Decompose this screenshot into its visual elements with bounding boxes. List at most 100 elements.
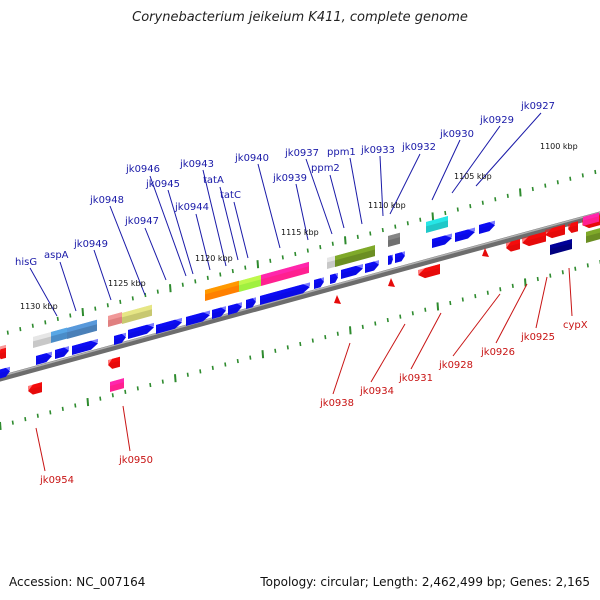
gene-label-jk0931[interactable]: jk0931	[398, 373, 433, 384]
gene-label-jk0947[interactable]: jk0947	[124, 216, 159, 227]
reverse-gene-arrow	[506, 239, 520, 252]
leader-line-top	[431, 139, 461, 201]
gene-label-aspA[interactable]: aspA	[44, 250, 69, 261]
reverse-gene-arrow-highlight	[545, 224, 565, 234]
scale-tick	[581, 173, 584, 178]
feature-block-highlight	[108, 312, 122, 321]
forward-gene-arrow	[36, 351, 52, 365]
reverse-gene-arrow	[108, 356, 120, 369]
forward-gene-arrow-highlight	[330, 272, 338, 279]
reverse-gene-arrow	[418, 263, 440, 279]
gene-label-jk0933[interactable]: jk0933	[360, 145, 395, 156]
scale-tick	[131, 296, 134, 301]
gene-label-jk0932[interactable]: jk0932	[401, 142, 436, 153]
gene-label-tatA[interactable]: tatA	[203, 175, 224, 186]
forward-gene-arrow-highlight	[260, 282, 310, 300]
gene-label-jk0950[interactable]: jk0950	[118, 455, 153, 466]
forward-gene-arrow-highlight	[72, 338, 98, 350]
forward-gene-arrow-highlight	[114, 332, 126, 340]
gene-label-jk0954[interactable]: jk0954	[39, 475, 74, 486]
scale-tick	[324, 335, 327, 340]
gene-label-ppm1[interactable]: ppm1	[327, 147, 356, 158]
scale-tick	[311, 338, 314, 343]
scale-tick	[56, 316, 59, 322]
scale-tick	[381, 227, 384, 233]
gene-label-jk0945[interactable]: jk0945	[145, 179, 180, 190]
scale-tick	[194, 279, 197, 284]
scale-tick	[419, 217, 422, 222]
forward-gene-arrow-highlight	[341, 263, 363, 274]
gene-label-cypX[interactable]: cypX	[563, 320, 588, 331]
forward-gene-arrow	[341, 263, 363, 279]
gene-label-jk0926[interactable]: jk0926	[480, 347, 515, 358]
feature-block	[51, 327, 67, 343]
gene-label-jk0925[interactable]: jk0925	[520, 332, 555, 343]
scale-tick	[406, 221, 409, 226]
gene-label-jk0943[interactable]: jk0943	[179, 159, 214, 170]
kbp-label-1105: 1105 kbp	[454, 172, 492, 181]
feature-block	[110, 378, 124, 392]
scale-tick	[261, 350, 265, 359]
gene-label-jk0948[interactable]: jk0948	[89, 195, 124, 206]
gene-features	[0, 212, 600, 395]
reverse-gene-arrow-highlight	[522, 231, 546, 242]
scale-tick	[444, 210, 447, 216]
gene-label-jk0930[interactable]: jk0930	[439, 129, 474, 140]
gene-label-jk0939[interactable]: jk0939	[272, 173, 307, 184]
feature-block	[67, 319, 97, 339]
gene-label-jk0949[interactable]: jk0949	[73, 239, 108, 250]
scale-tick	[69, 313, 72, 318]
scale-tick	[224, 362, 227, 367]
gene-label-hisG[interactable]: hisG	[15, 257, 37, 268]
scale-tick	[269, 258, 272, 263]
scale-tick	[61, 406, 64, 412]
leader-line-top	[202, 169, 227, 267]
feature-block-highlight	[426, 215, 448, 227]
gene-label-jk0946[interactable]: jk0946	[125, 164, 160, 175]
scale-tick	[19, 327, 22, 332]
scale-tick	[524, 278, 527, 287]
scale-tick	[149, 382, 152, 388]
leader-line-top	[379, 155, 384, 217]
gene-label-jk0934[interactable]: jk0934	[359, 386, 394, 397]
feature-block	[335, 245, 375, 267]
forward-gene-arrow	[55, 346, 69, 359]
scale-tick	[394, 224, 397, 229]
leader-line-top	[149, 175, 187, 277]
feature-block	[388, 232, 400, 247]
scale-tick	[469, 204, 472, 209]
reverse-gene-arrow-highlight	[108, 356, 120, 364]
scale-tick	[424, 307, 427, 312]
gene-label-jk0940[interactable]: jk0940	[234, 153, 269, 164]
scale-tick	[74, 403, 77, 408]
forward-gene-arrow-highlight	[128, 322, 154, 334]
feature-block	[108, 312, 122, 327]
gene-label-ppm2[interactable]: ppm2	[311, 163, 340, 174]
scale-tick	[24, 417, 27, 422]
scale-tick	[586, 263, 589, 268]
leader-line-bottom	[410, 312, 442, 370]
gene-label-jk0928[interactable]: jk0928	[438, 360, 473, 371]
feature-block	[261, 261, 309, 286]
forward-gene-arrow-highlight	[55, 346, 69, 354]
scale-tick	[161, 379, 164, 384]
scale-tick	[281, 255, 284, 260]
scale-tick	[211, 365, 214, 371]
gene-label-jk0937[interactable]: jk0937	[284, 148, 319, 159]
forward-gene-arrow	[330, 272, 338, 284]
leader-line-bottom	[535, 276, 548, 329]
gene-label-tatC[interactable]: tatC	[220, 190, 241, 201]
genome-backbone	[0, 211, 600, 382]
reverse-gene-arrow-highlight	[418, 263, 440, 274]
leader-line-top	[329, 174, 345, 229]
feature-block-highlight	[239, 274, 261, 286]
leader-line-top	[475, 112, 542, 187]
gene-label-jk0927[interactable]: jk0927	[520, 101, 555, 112]
reverse-gene-arrow	[0, 347, 6, 360]
gene-label-jk0929[interactable]: jk0929	[479, 115, 514, 126]
gene-label-jk0938[interactable]: jk0938	[319, 398, 354, 409]
scale-tick	[474, 294, 477, 299]
gene-label-jk0944[interactable]: jk0944	[174, 202, 209, 213]
kbp-label-1110: 1110 kbp	[368, 201, 406, 210]
scale-tick	[299, 341, 302, 347]
